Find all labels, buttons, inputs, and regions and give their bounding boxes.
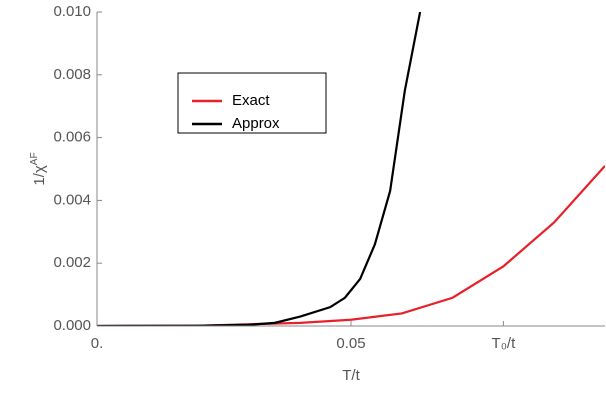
x-tick-label: 0. [91, 335, 104, 352]
x-axis-label: T/t [342, 367, 360, 384]
y-tick-label: 0.006 [53, 129, 91, 146]
y-tick-label: 0.010 [53, 3, 91, 20]
series-line [97, 12, 422, 326]
y-tick-label: 0.000 [53, 317, 91, 334]
y-tick-label: 0.002 [53, 254, 91, 271]
x-tick-label: 0.05 [336, 335, 365, 352]
legend-label: Exact [232, 92, 270, 109]
x-tick-label: T₀/t [492, 335, 517, 352]
series-line [97, 165, 605, 326]
legend-label: Approx [232, 115, 280, 132]
y-tick-label: 0.004 [53, 191, 91, 208]
y-axis-label: 1/χAF [29, 152, 48, 185]
y-tick-label: 0.008 [53, 66, 91, 83]
